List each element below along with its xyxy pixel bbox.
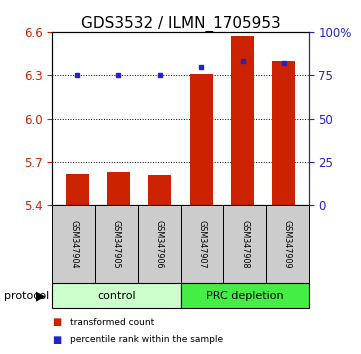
Text: protocol: protocol: [4, 291, 49, 301]
Text: GSM347905: GSM347905: [112, 220, 121, 269]
Text: PRC depletion: PRC depletion: [206, 291, 283, 301]
Text: GSM347908: GSM347908: [240, 220, 249, 269]
Text: ■: ■: [52, 335, 62, 345]
Text: GSM347907: GSM347907: [197, 220, 206, 269]
Text: control: control: [97, 291, 136, 301]
Text: GSM347906: GSM347906: [155, 220, 164, 269]
Bar: [148, 175, 171, 205]
Text: GSM347904: GSM347904: [69, 220, 78, 269]
Text: ▶: ▶: [36, 289, 46, 302]
Text: transformed count: transformed count: [70, 318, 155, 327]
Text: percentile rank within the sample: percentile rank within the sample: [70, 335, 223, 344]
Bar: [190, 74, 213, 205]
Title: GDS3532 / ILMN_1705953: GDS3532 / ILMN_1705953: [81, 16, 280, 32]
Bar: [66, 173, 88, 205]
Text: ■: ■: [52, 317, 62, 327]
Bar: [231, 36, 254, 205]
Bar: [273, 61, 295, 205]
Text: GSM347909: GSM347909: [283, 220, 292, 269]
Bar: [107, 172, 130, 205]
